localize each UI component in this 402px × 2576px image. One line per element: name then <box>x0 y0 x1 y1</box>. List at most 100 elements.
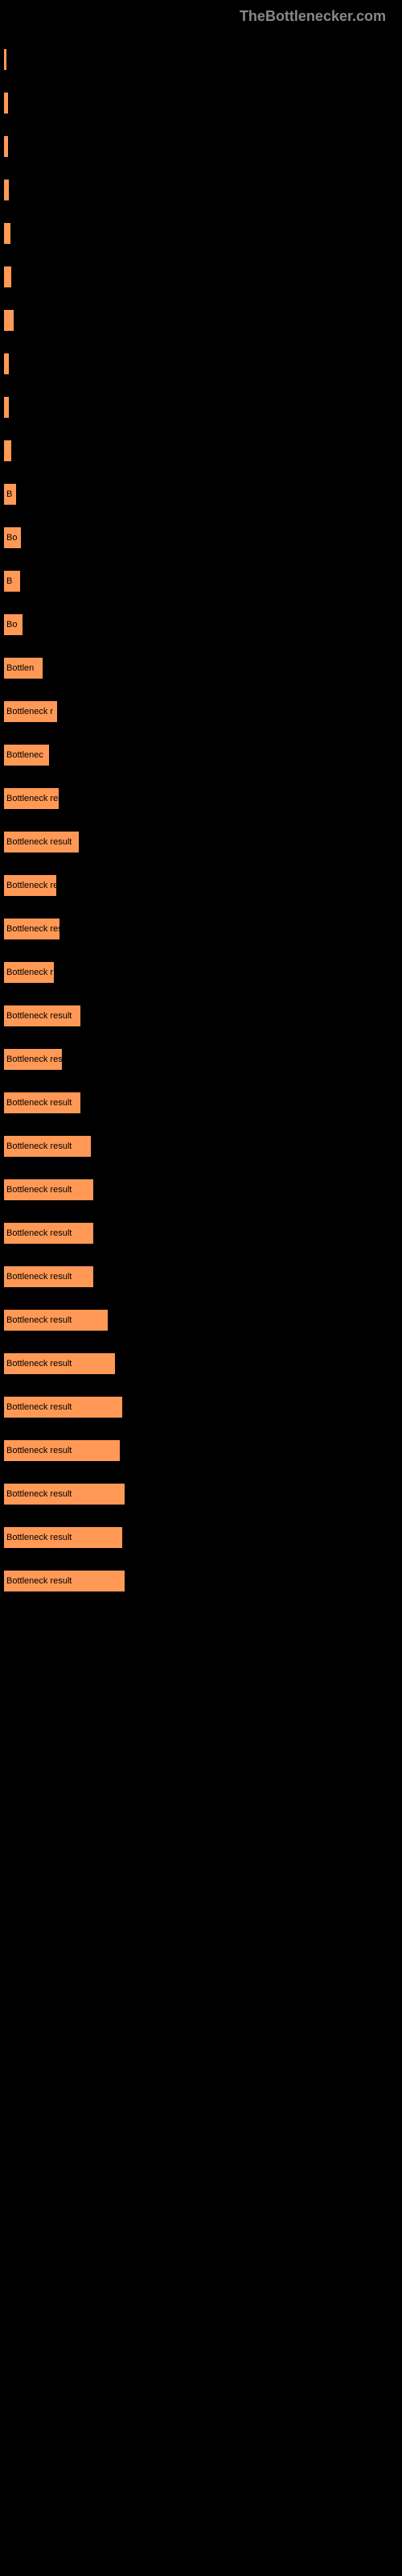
bottleneck-bar <box>4 136 8 157</box>
bar-row: Bottlen <box>4 658 402 679</box>
bottleneck-bar: Bottleneck result <box>4 1397 122 1418</box>
bar-label: Bottlen <box>6 663 34 673</box>
bottleneck-bar: Bottleneck result <box>4 1005 80 1026</box>
bar-label: Bottleneck result <box>6 1533 72 1542</box>
bottleneck-bar: Bottlen <box>4 658 43 679</box>
bottleneck-bar: Bottleneck re <box>4 875 56 896</box>
bar-label: Bottleneck result <box>6 1141 72 1151</box>
bottleneck-bar: Bottleneck res <box>4 1049 62 1070</box>
bar-label: Bottleneck result <box>6 1272 72 1282</box>
bottleneck-bar <box>4 93 8 114</box>
bar-row: Bottlenec <box>4 745 402 766</box>
bar-row: Bottleneck re <box>4 875 402 896</box>
bottleneck-bar: Bottleneck resu <box>4 919 59 939</box>
site-header: TheBottlenecker.com <box>0 0 402 33</box>
bar-row: Bottleneck r <box>4 701 402 722</box>
bar-row <box>4 440 402 461</box>
bar-row <box>4 223 402 244</box>
bar-row: Bottleneck res <box>4 1049 402 1070</box>
bar-label: Bottleneck re <box>6 881 56 890</box>
bar-label: Bottleneck result <box>6 1185 72 1195</box>
bar-label: Bottleneck result <box>6 1576 72 1586</box>
bar-label: Bottleneck r <box>6 707 53 716</box>
bar-row <box>4 353 402 374</box>
bottleneck-bar <box>4 49 6 70</box>
bar-row: Bottleneck result <box>4 1136 402 1157</box>
bar-label: B <box>6 489 12 499</box>
bottleneck-bar <box>4 353 9 374</box>
bar-row: Bottleneck res <box>4 788 402 809</box>
bottleneck-bar <box>4 397 9 418</box>
bottleneck-bar: Bottleneck result <box>4 1266 93 1287</box>
bar-row <box>4 180 402 200</box>
bottleneck-bar: Bo <box>4 527 21 548</box>
bar-label: Bottleneck res <box>6 1055 62 1064</box>
bar-row: Bottleneck resu <box>4 919 402 939</box>
bottleneck-bar: Bo <box>4 614 23 635</box>
bar-label: Bottleneck result <box>6 1011 72 1021</box>
bar-row <box>4 93 402 114</box>
bottleneck-bar <box>4 310 14 331</box>
bar-row: Bottleneck result <box>4 1484 402 1505</box>
bar-row: Bottleneck result <box>4 1223 402 1244</box>
bar-label: Bottleneck r <box>6 968 53 977</box>
bottleneck-bar: Bottleneck result <box>4 1527 122 1548</box>
bar-row: Bottleneck result <box>4 1353 402 1374</box>
site-name: TheBottlenecker.com <box>240 8 386 24</box>
bar-row: Bottleneck result <box>4 1092 402 1113</box>
bar-row: Bottleneck result <box>4 1397 402 1418</box>
bottleneck-bar <box>4 266 11 287</box>
bar-label: Bottleneck result <box>6 1489 72 1499</box>
bottleneck-bar: Bottleneck result <box>4 1092 80 1113</box>
bar-row <box>4 397 402 418</box>
bar-row <box>4 49 402 70</box>
bar-row: Bottleneck result <box>4 1440 402 1461</box>
bar-row <box>4 136 402 157</box>
bar-row: Bottleneck result <box>4 1571 402 1591</box>
bottleneck-bar: Bottleneck result <box>4 1310 108 1331</box>
bottleneck-bar: Bottleneck result <box>4 1136 91 1157</box>
bar-label: Bottleneck result <box>6 1098 72 1108</box>
bottleneck-bar: Bottleneck r <box>4 962 54 983</box>
bar-row: Bo <box>4 527 402 548</box>
bar-row: Bottleneck result <box>4 1179 402 1200</box>
bar-row: Bo <box>4 614 402 635</box>
bar-label: Bottleneck result <box>6 1446 72 1455</box>
bottleneck-bar: Bottlenec <box>4 745 49 766</box>
bottleneck-bar: Bottleneck result <box>4 1571 125 1591</box>
bar-label: B <box>6 576 12 586</box>
bottleneck-bar: B <box>4 571 20 592</box>
bar-label: Bottleneck result <box>6 1315 72 1325</box>
bar-label: Bottlenec <box>6 750 43 760</box>
bottleneck-bar <box>4 223 10 244</box>
bottleneck-bar <box>4 180 9 200</box>
bottleneck-bar: Bottleneck r <box>4 701 57 722</box>
bar-row <box>4 310 402 331</box>
bar-row: Bottleneck result <box>4 1266 402 1287</box>
bar-row: B <box>4 571 402 592</box>
bottleneck-bar: Bottleneck res <box>4 788 59 809</box>
bar-label: Bottleneck result <box>6 1359 72 1368</box>
bar-label: Bottleneck result <box>6 1228 72 1238</box>
bar-label: Bottleneck res <box>6 794 59 803</box>
bottleneck-bar: Bottleneck result <box>4 832 79 852</box>
bar-label: Bo <box>6 620 17 630</box>
bottleneck-bar: Bottleneck result <box>4 1440 120 1461</box>
bottleneck-bar <box>4 440 11 461</box>
bar-row: Bottleneck result <box>4 1527 402 1548</box>
bar-row: Bottleneck r <box>4 962 402 983</box>
bar-row: B <box>4 484 402 505</box>
bar-row <box>4 266 402 287</box>
bottleneck-bar: Bottleneck result <box>4 1179 93 1200</box>
bottleneck-bar: Bottleneck result <box>4 1353 115 1374</box>
bar-label: Bottleneck resu <box>6 924 59 934</box>
bottleneck-bar: B <box>4 484 16 505</box>
bar-row: Bottleneck result <box>4 1005 402 1026</box>
bottleneck-chart: B Bo B Bo Bottlen Bottleneck r Bottlenec Bottle… <box>0 33 402 1591</box>
bottleneck-bar: Bottleneck result <box>4 1484 125 1505</box>
bar-label: Bottleneck result <box>6 1402 72 1412</box>
bar-label: Bottleneck result <box>6 837 72 847</box>
bar-row: Bottleneck result <box>4 1310 402 1331</box>
bar-label: Bo <box>6 533 17 543</box>
bottleneck-bar: Bottleneck result <box>4 1223 93 1244</box>
